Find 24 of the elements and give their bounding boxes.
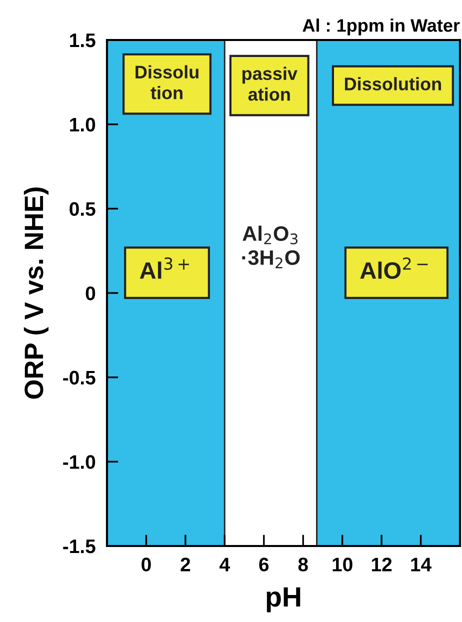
y-tick-label: -1.5 [63, 540, 96, 554]
x-tick-label: 6 [259, 558, 269, 572]
x-tick-label: 0 [142, 558, 151, 572]
chart-title: Al : 1ppm in Water [302, 18, 460, 36]
y-tick-label: 1.0 [70, 118, 96, 132]
y-tick-label: 1.5 [70, 34, 96, 48]
annotation: Dissolu tion [136, 65, 198, 100]
x-tick-label: 14 [411, 558, 432, 572]
y-tick-label: 0.5 [70, 202, 96, 216]
annotation: Dissolution [344, 77, 441, 90]
annotation: AlO$^{2−}$ [360, 257, 428, 279]
text: Al$_{2}$O$_{3}$ ·3H$_{2}$O [242, 226, 300, 268]
y-tick-label: 0 [86, 286, 96, 300]
y-tick-label: -1.0 [63, 455, 96, 469]
x-tick-label: 2 [180, 558, 190, 572]
annotation: Al$^{3+}$ [140, 257, 189, 279]
x-tick-label: 10 [332, 558, 352, 572]
x-axis-title: pH [266, 587, 300, 612]
x-tick-label: 8 [298, 558, 308, 572]
annotation: passiv ation [242, 66, 298, 101]
y-tick-label: -0.5 [63, 370, 96, 385]
x-tick-label: 12 [372, 558, 392, 572]
y-axis-title: ORP ( V vs. NHE) [24, 188, 48, 399]
x-tick-label: 4 [220, 558, 230, 572]
